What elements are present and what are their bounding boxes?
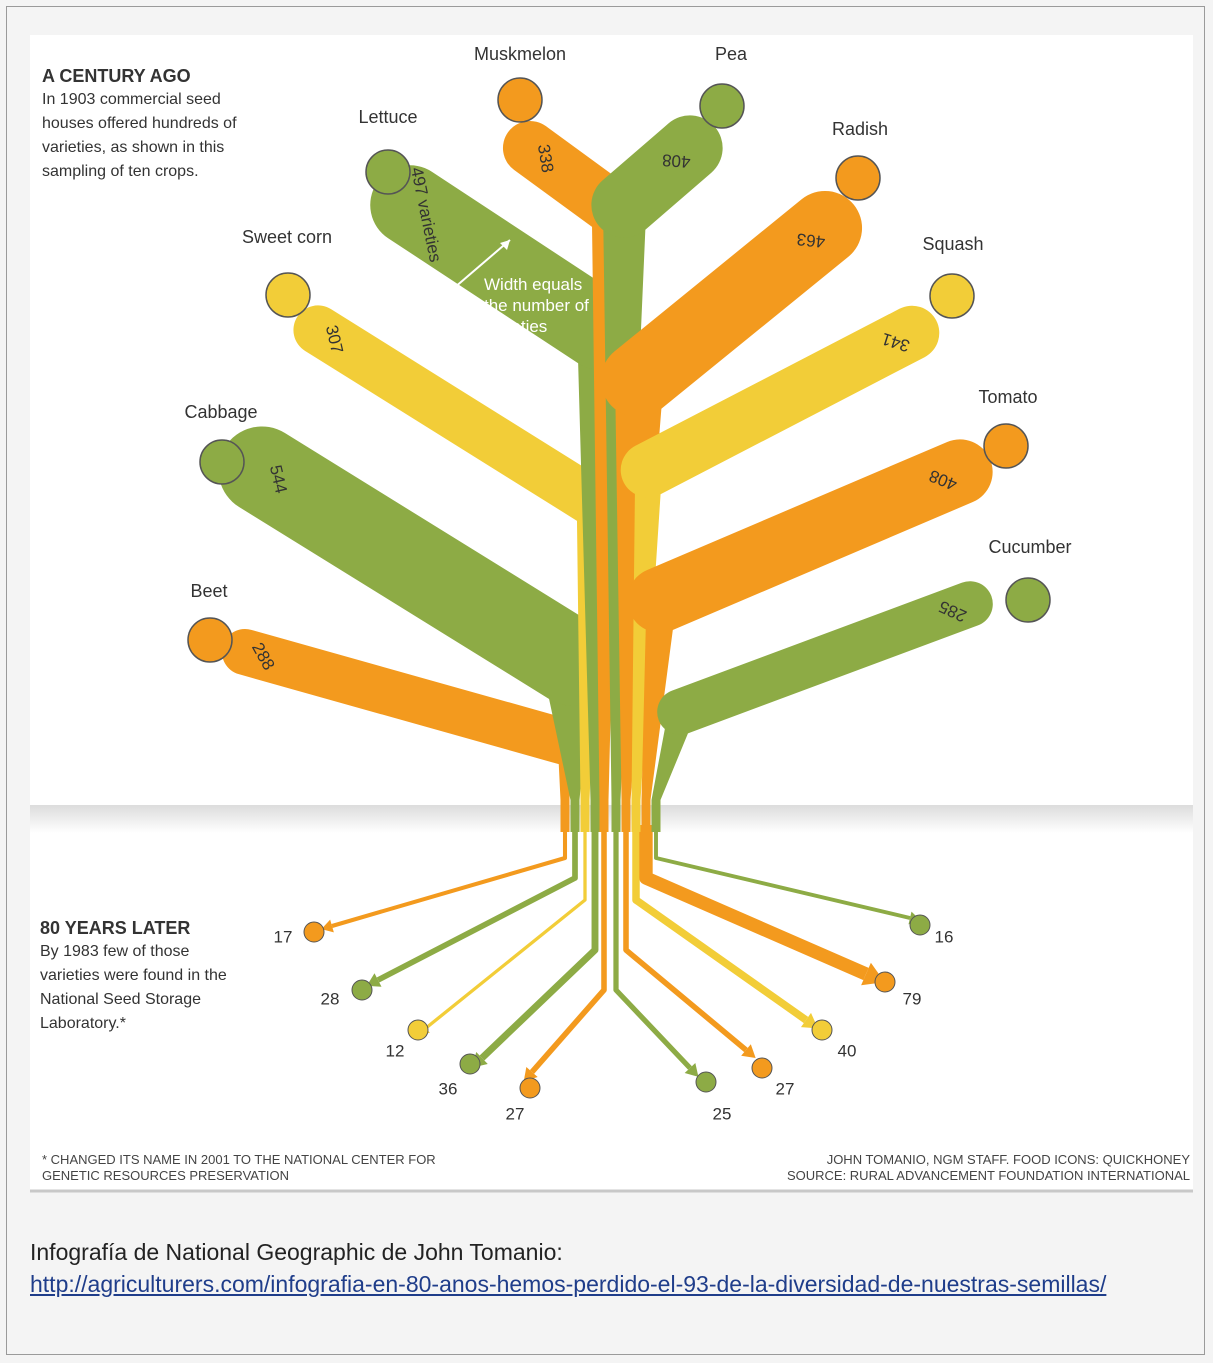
text-block: 80 YEARS LATER By 1983 few of those vari… [40,916,230,1036]
crop-name: Beet [190,581,227,601]
arrowhead [321,919,334,933]
later-strand [479,825,599,1061]
crop-icon [811,1019,833,1041]
later-value: 28 [321,989,340,1008]
value-label: 338 [534,143,557,174]
later-strand [529,825,607,1074]
variety-band [627,439,993,633]
arrowhead [500,240,510,250]
crop-name: Squash [922,234,983,254]
crop-icon [459,1053,481,1075]
later-strand [424,825,587,1030]
crop-icon [407,1019,429,1041]
trunk-strand [641,569,673,832]
frame [6,6,1205,1355]
variety-band [293,305,615,525]
later-value: 17 [274,927,293,946]
later-value: 16 [935,927,954,946]
later-value: 27 [776,1079,795,1098]
later-text: By 1983 few of those varieties were foun… [40,943,227,1032]
later-strand [623,825,748,1053]
variety-band [657,581,993,735]
arrowhead [366,973,382,987]
crop-name: Cabbage [184,402,257,422]
crop-icon [929,273,975,319]
crop-name: Tomato [978,387,1037,407]
footnote: * CHANGED ITS NAME IN 2001 TO THE NATION… [42,1152,436,1183]
crop-icon [874,971,896,993]
source: SOURCE: RURAL ADVANCEMENT FOUNDATION INT… [786,1168,1190,1183]
later-value: 36 [439,1079,458,1098]
later-strand [632,825,809,1024]
variety-band [218,426,616,706]
variety-band [620,305,940,498]
later-value: 79 [903,989,922,1008]
later-strand [331,825,568,928]
subtitle: In 1903 commercial seed houses offered h… [42,91,237,180]
value-label: 463 [796,229,826,251]
crop-name: Sweet corn [242,227,332,247]
width-note: Width equals the number of varieties [484,275,589,336]
crop-icon [303,921,325,943]
crop-icon [187,617,233,663]
variety-band [370,165,640,370]
credit: JOHN TOMANIO, NGM STAFF. FOOD ICONS: QUI… [826,1152,1190,1167]
crop-icon [265,272,311,318]
width-arrow [439,239,511,301]
caption-link[interactable]: http://agriculturers.com/infografia-en-8… [30,1271,1107,1297]
arrowhead [523,1067,538,1082]
crop-icon [699,83,745,129]
variety-band [600,190,863,418]
crop-name: Cucumber [988,537,1071,557]
crop-icon [497,77,543,123]
crop-icon [983,423,1029,469]
crop-icon [751,1057,773,1079]
later-strand [613,825,692,1070]
later-strand [654,825,911,920]
crop-name: Pea [715,44,748,64]
value-label: 408 [661,150,691,171]
crop-name: Lettuce [358,107,417,127]
crop-icon [519,1077,541,1099]
crop-name: Radish [832,119,888,139]
arrowhead [440,290,450,300]
title: A CENTURY AGO [42,66,191,86]
later-strand [376,825,578,983]
crop-icon [365,149,411,195]
later-value: 27 [506,1104,525,1123]
later-strand [639,825,869,981]
later-value: 25 [713,1104,732,1123]
variety-band [591,115,723,238]
crop-name: Muskmelon [474,44,566,64]
text-block: A CENTURY AGO In 1903 commercial seed ho… [42,64,242,184]
crop-icon [695,1071,717,1093]
variety-band [221,628,589,766]
arrowhead [684,1062,699,1077]
arrowhead [741,1044,756,1059]
caption-text: Infografía de National Geographic de Joh… [30,1239,563,1265]
crop-icon [199,439,245,485]
later-title: 80 YEARS LATER [40,918,191,938]
crop-icon [835,155,881,201]
caption: Infografía de National Geographic de Joh… [30,1236,1180,1300]
crop-icon [909,914,931,936]
credits: JOHN TOMANIO, NGM STAFF. FOOD ICONS: QUI… [690,1152,1190,1184]
later-value: 40 [838,1041,857,1060]
later-value: 12 [386,1041,405,1060]
crop-icon [1005,577,1051,623]
crop-icon [351,979,373,1001]
